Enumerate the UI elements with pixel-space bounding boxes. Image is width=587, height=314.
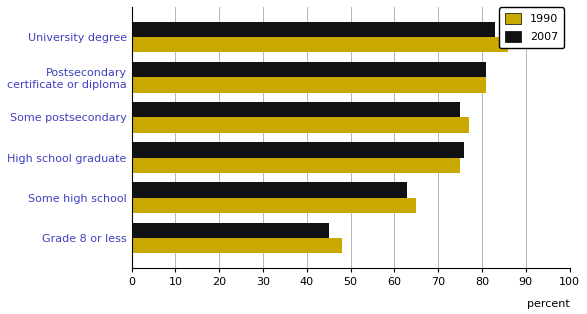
- Bar: [131, 158, 460, 173]
- Bar: [131, 22, 495, 37]
- Bar: [131, 117, 469, 133]
- Bar: [131, 182, 407, 198]
- Bar: [131, 223, 329, 238]
- Bar: [131, 62, 487, 77]
- Bar: [131, 102, 460, 117]
- Bar: [131, 37, 508, 52]
- Bar: [131, 142, 464, 158]
- Legend: 1990, 2007: 1990, 2007: [499, 7, 564, 48]
- Bar: [131, 77, 487, 93]
- Text: percent: percent: [527, 299, 569, 309]
- Bar: [131, 238, 342, 253]
- Bar: [131, 198, 416, 213]
